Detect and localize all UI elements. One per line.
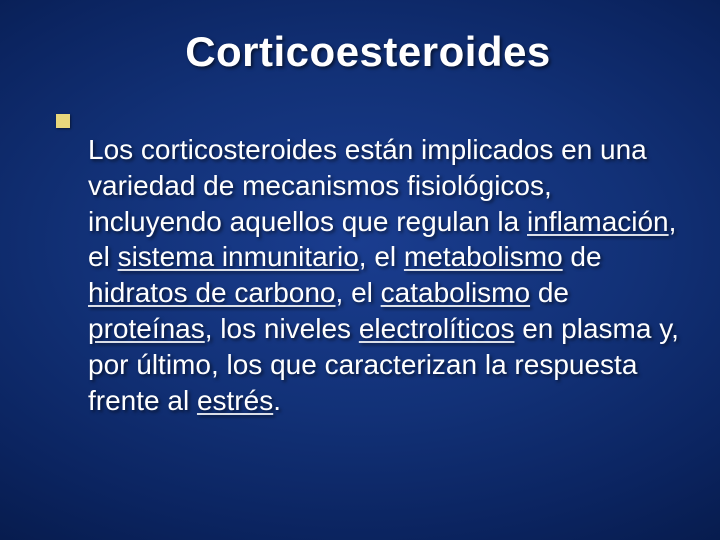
body-text-span: . [273, 385, 281, 416]
underlined-term: inflamación [527, 206, 669, 237]
body-row: Los corticosteroides están implicados en… [56, 104, 680, 447]
underlined-term: electrolíticos [359, 313, 515, 344]
body-text-span: , el [336, 277, 381, 308]
slide: Corticoesteroides Los corticosteroides e… [0, 0, 720, 540]
underlined-term: catabolismo [381, 277, 530, 308]
body-paragraph: Los corticosteroides están implicados en… [88, 132, 680, 419]
bullet-square-icon [56, 114, 70, 128]
underlined-term: estrés [197, 385, 273, 416]
body-text-span: , el [359, 241, 404, 272]
underlined-term: proteínas [88, 313, 205, 344]
underlined-term: hidratos de carbono [88, 277, 336, 308]
body-text-span: , los niveles [205, 313, 359, 344]
underlined-term: metabolismo [404, 241, 563, 272]
underlined-term: sistema inmunitario [118, 241, 359, 272]
body-text-span: de [530, 277, 569, 308]
slide-title: Corticoesteroides [56, 28, 680, 76]
body-text-span: de [563, 241, 602, 272]
